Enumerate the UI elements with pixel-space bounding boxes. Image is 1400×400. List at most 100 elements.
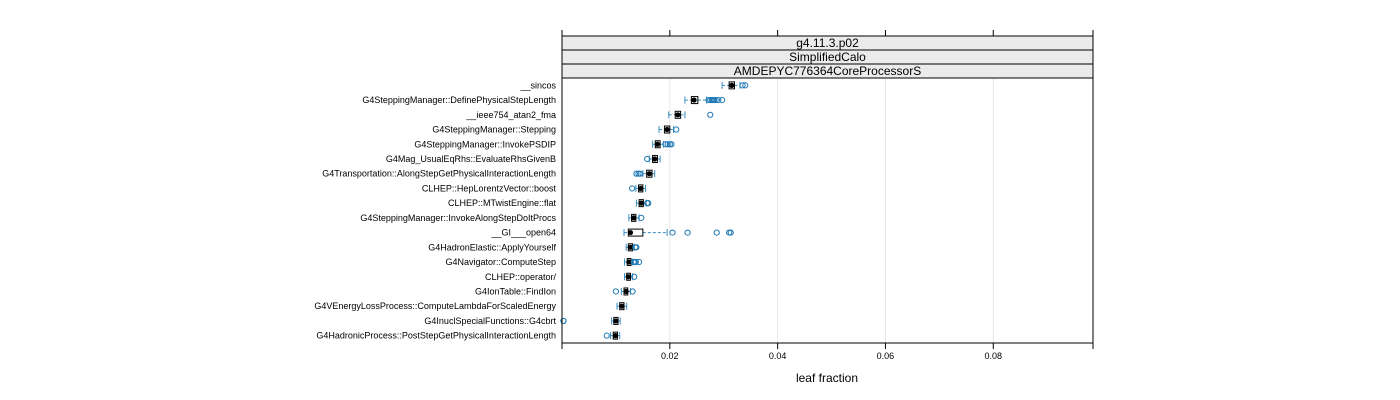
outlier-0-0 [739,82,746,89]
grid-layer [669,78,994,343]
category-label-10: __GI___open64 [490,228,556,238]
box-15 [616,302,628,311]
median-dot-0 [729,82,735,88]
box-10 [623,228,734,237]
box-13 [624,272,638,281]
median-dot-8 [638,200,644,206]
outlier-16-1 [560,317,567,325]
outlier-3-0 [673,126,680,133]
category-label-8: CLHEP::MTwistEngine::flat [448,198,557,208]
iqr-box-3 [663,125,671,134]
outlier-1-6 [715,96,722,104]
outlier-8-1 [645,200,652,207]
outlier-4-0 [662,141,669,148]
iqr-box-6 [646,169,653,178]
outlier-1-5 [712,96,719,104]
median-dot-4 [654,141,661,147]
median-dot-12 [626,259,632,265]
category-label-17: G4HadronicProcess::PostStepGetPhysicalIn… [316,331,556,341]
box-12 [624,258,643,267]
category-label-12: G4Navigator::ComputeStep [445,257,556,267]
median-dot-9 [631,215,637,221]
iqr-box-1 [690,96,699,105]
outlier-9-0 [638,214,645,221]
category-label-1: G4SteppingManager::DefinePhysicalStepLen… [362,95,556,105]
outlier-12-3 [635,258,643,266]
x-tick-label-0: 0.02 [661,351,679,361]
box-3 [658,125,680,134]
outlier-1-7 [719,96,726,104]
category-label-9: G4SteppingManager::InvokeAlongStepDoItPr… [360,213,556,223]
outlier-6-2 [637,170,644,177]
outlier-7-0 [628,185,636,192]
strip-header: g4.11.3.p02SimplifiedCaloAMDEPYC776364Co… [561,35,1094,79]
median-dot-15 [619,303,625,309]
box-5 [644,154,661,163]
box-16 [560,316,621,325]
median-dot-16 [613,318,619,324]
box-1 [684,96,726,105]
outlier-2-0 [707,111,714,118]
x-tick-label-2: 0.06 [877,351,895,361]
category-label-16: G4InuclSpecialFunctions::G4cbrt [424,316,556,326]
median-dot-5 [652,156,658,162]
median-dot-3 [664,126,670,133]
outlier-17-0 [603,332,610,339]
box-9 [628,213,645,222]
box-8 [635,199,652,208]
category-label-0: __sincos [519,80,556,90]
median-dot-6 [646,171,652,177]
outlier-10-2 [713,229,720,236]
category-label-7: CLHEP::HepLorentzVector::boost [422,183,557,193]
outlier-5-0 [644,155,651,163]
box-2 [668,110,714,119]
strip-label-0: g4.11.3.p02 [796,36,859,50]
median-dot-2 [675,112,681,118]
category-label-3: G4SteppingManager::Stepping [432,125,556,135]
category-labels: __sincosG4SteppingManager::DefinePhysica… [314,80,556,340]
box-17 [603,331,621,340]
outlier-10-0 [669,229,676,236]
strip-label-2: AMDEPYC776364CoreProcessorS [734,64,921,78]
box-0 [721,81,749,90]
category-label-15: G4VEnergyLossProcess::ComputeLambdaForSc… [314,301,556,311]
outlier-14-0 [612,288,620,295]
category-label-13: CLHEP::operator/ [485,272,557,282]
outlier-10-1 [684,229,691,236]
panel-border [561,77,1094,344]
x-tick-label-3: 0.08 [985,351,1003,361]
category-label-2: __ieee754_atan2_fma [465,110,556,120]
category-label-6: G4Transportation::AlongStepGetPhysicalIn… [322,169,556,179]
outlier-11-1 [633,244,640,251]
x-tick-label-1: 0.04 [769,351,787,361]
x-axis: 0.02 0.04 0.06 0.08 [561,30,1094,361]
box-layer [560,81,749,340]
median-dot-1 [691,97,697,103]
outlier-10-4 [727,229,734,236]
iqr-box-0 [728,81,736,90]
x-axis-label: leaf fraction [796,371,858,385]
box-4 [652,140,675,149]
outlier-4-3 [668,141,675,148]
outlier-6-0 [633,170,640,177]
outlier-12-2 [632,258,639,266]
iqr-box-2 [674,110,682,119]
box-14 [612,287,636,296]
outlier-0-1 [742,82,749,89]
median-dot-17 [612,333,618,339]
box-7 [628,184,647,193]
category-label-5: G4Mag_UsualEqRhs::EvaluateRhsGivenB [386,154,556,164]
median-dot-13 [625,274,631,280]
outlier-13-0 [631,273,638,280]
median-dot-11 [627,244,634,250]
box-6 [633,169,656,178]
median-dot-10 [627,229,634,236]
median-dot-14 [623,288,629,295]
median-dot-7 [638,185,644,192]
category-label-11: G4HadronElastic::ApplyYourself [428,242,556,252]
box-11 [625,243,640,252]
category-label-14: G4IonTable::FindIon [475,286,556,296]
outlier-14-1 [629,288,636,295]
category-label-4: G4SteppingManager::InvokePSDIP [414,139,556,149]
outlier-4-1 [664,141,671,148]
